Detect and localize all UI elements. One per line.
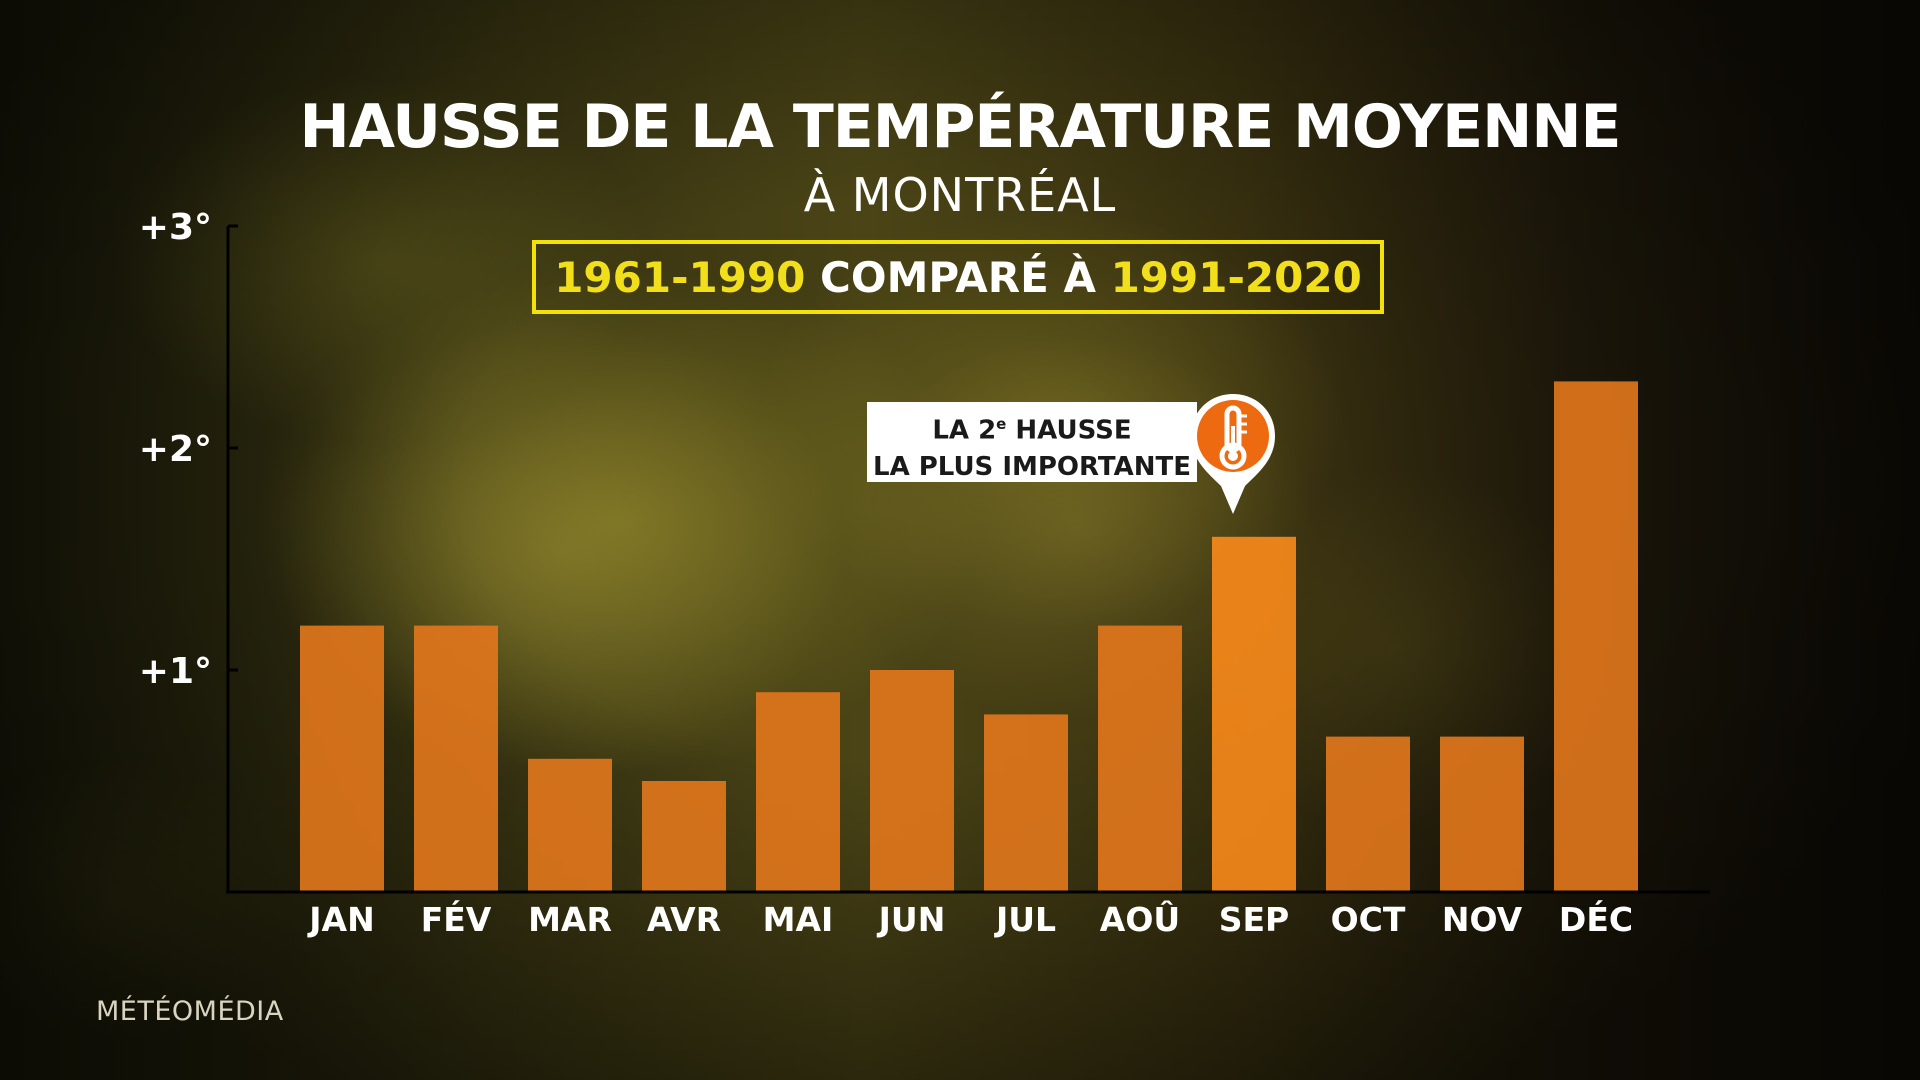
- bar-sep: [1212, 536, 1296, 892]
- bar-mai: [756, 692, 840, 892]
- x-tick-label: OCT: [1331, 900, 1406, 939]
- brand-logo-text: MÉTÉOMÉDIA: [96, 996, 284, 1027]
- x-tick-label: FÉV: [421, 899, 492, 939]
- x-tick-label: JUN: [877, 900, 946, 939]
- chart-title: HAUSSE DE LA TEMPÉRATURE MOYENNE: [299, 92, 1621, 162]
- callout-line2: LA PLUS IMPORTANTE: [873, 451, 1191, 482]
- x-tick-label: JUL: [994, 900, 1056, 939]
- period-start: 1961-1990: [554, 252, 806, 302]
- x-tick-label: AVR: [647, 900, 721, 939]
- x-tick-label: DÉC: [1559, 899, 1633, 939]
- bar-fév: [414, 625, 498, 892]
- bar-avr: [642, 781, 726, 892]
- x-tick-label: MAR: [528, 900, 612, 939]
- period-end: 1991-2020: [1110, 252, 1362, 302]
- x-tick-label: AOÛ: [1100, 899, 1180, 939]
- callout-superscript: e: [996, 415, 1007, 433]
- bar-jul: [984, 714, 1068, 892]
- callout-box: LA 2e HAUSSE LA PLUS IMPORTANTE: [867, 402, 1197, 482]
- x-tick-label: NOV: [1442, 900, 1523, 939]
- y-tick-label: +1°: [139, 651, 212, 692]
- callout-line1-suffix: HAUSSE: [1006, 415, 1132, 446]
- bar-nov: [1440, 736, 1524, 892]
- chart-subtitle: À MONTRÉAL: [803, 168, 1117, 222]
- thermometer-icon: [1191, 394, 1275, 514]
- callout-line1-prefix: LA 2: [932, 415, 997, 446]
- period-compared-text: COMPARÉ À: [805, 252, 1111, 302]
- y-tick-label: +3°: [139, 207, 212, 248]
- bar-jan: [300, 625, 384, 892]
- bar-mar: [528, 758, 612, 892]
- callout-line1: LA 2e HAUSSE: [867, 406, 1197, 449]
- period-comparison-box: 1961-1990 COMPARÉ À 1991-2020: [532, 240, 1384, 314]
- x-tick-label: MAI: [763, 900, 834, 939]
- bar-aoû: [1098, 625, 1182, 892]
- x-tick-label: JAN: [307, 900, 374, 939]
- bar-jun: [870, 670, 954, 892]
- x-tick-label: SEP: [1219, 900, 1290, 939]
- y-tick-label: +2°: [139, 429, 212, 470]
- bar-oct: [1326, 736, 1410, 892]
- bar-déc: [1554, 381, 1638, 892]
